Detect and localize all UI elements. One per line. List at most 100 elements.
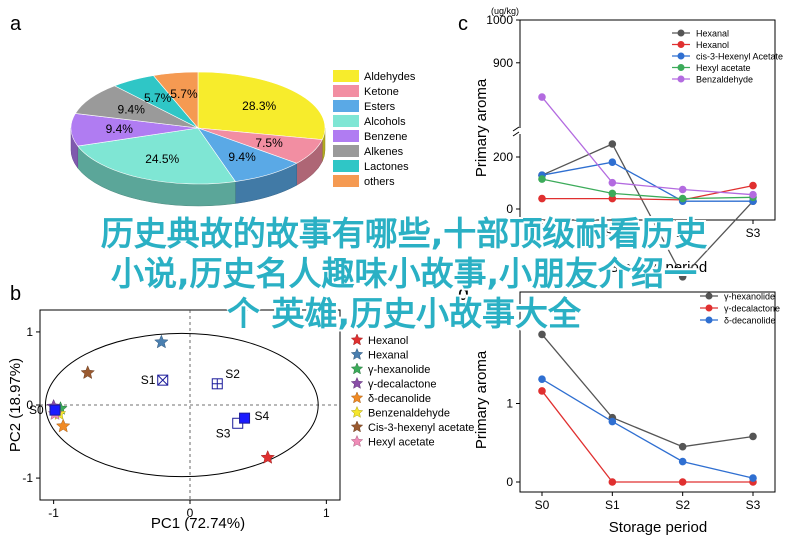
compound-point — [154, 334, 169, 349]
line-chart-d: Primary aroma Storage period S0 S1 S2 S3 0 1 γ… — [473, 291, 780, 536]
y-tick-label: 0 — [506, 202, 513, 216]
x-tick-label: S1 — [605, 498, 620, 512]
legend-swatch — [333, 130, 359, 142]
legend-swatch — [333, 70, 359, 82]
series-point — [608, 140, 617, 148]
legend-label: Benzaldehyde — [696, 75, 753, 85]
line-chart-c: (ug/kg) Primary aroma Storage period S0 S… — [473, 6, 783, 281]
legend-label: Alkenes — [364, 146, 404, 158]
x-tick-label: S2 — [675, 226, 690, 240]
series-point — [538, 387, 546, 395]
x-tick-label: S0 — [535, 498, 550, 512]
pca-x-tick-label: -1 — [48, 506, 59, 520]
y-tick-label: 0 — [506, 475, 513, 489]
legend-swatch — [333, 145, 359, 157]
pie-slice-label: 24.5% — [145, 152, 179, 166]
panel-letter-d: d — [458, 283, 469, 305]
series-point — [678, 194, 687, 203]
overlay-title-line-2: 小说,历史名人趣味小故事,小朋友介绍一 — [110, 254, 698, 293]
pca-y-tick-label: 1 — [26, 325, 33, 339]
legend-star — [350, 405, 364, 418]
legend-swatch — [333, 100, 359, 112]
sample-point — [49, 404, 61, 416]
axis-break-mark — [512, 126, 520, 137]
pca-legend: Hexanol Hexanal γ-hexanolide γ-decalactone δ… — [350, 333, 474, 449]
legend-label: Aldehydes — [364, 71, 416, 83]
pie-legend: Aldehydes Ketone Esters Alcohols Benzene Alke… — [333, 70, 416, 188]
legend-label: Esters — [364, 101, 396, 113]
x-tick-label: S3 — [746, 226, 761, 240]
pie-slice-others — [152, 71, 199, 129]
legend-marker — [705, 316, 713, 324]
series-point — [538, 330, 546, 339]
y-tick-label: 1000 — [486, 13, 513, 27]
pie-slice-label: 9.4% — [228, 150, 256, 164]
sample-marker-cross — [157, 374, 169, 386]
sample-label: S4 — [255, 409, 270, 423]
chart-c-y-axis-label: Primary aroma — [473, 78, 490, 177]
legend-label: Hexyl acetate — [696, 63, 751, 73]
confidence-ellipse — [44, 332, 319, 478]
series-point — [538, 375, 546, 383]
series-line — [541, 390, 753, 483]
y-tick-label: 200 — [493, 150, 513, 164]
legend-star — [350, 420, 364, 433]
legend-star — [350, 434, 364, 447]
series-point — [678, 478, 687, 486]
legend-label: Ketone — [364, 86, 399, 98]
chart-d-y-axis-label: Primary aroma — [473, 350, 490, 449]
series-point — [608, 158, 617, 166]
legend-label: δ-decanolide — [368, 393, 431, 405]
series-point — [678, 273, 687, 281]
series-point — [538, 93, 546, 101]
sample-label: S3 — [216, 426, 231, 440]
legend-marker — [677, 52, 685, 60]
y-tick-label: 900 — [493, 56, 513, 70]
legend-swatch — [333, 85, 359, 97]
pie-slice-alcohols — [77, 127, 236, 185]
pca-y-tick-label: 0 — [26, 398, 33, 412]
sample-point — [157, 374, 169, 386]
series-point — [608, 417, 617, 426]
legend-star — [350, 391, 364, 404]
pca-chart-b: PC1 (72.74%) PC2 (18.97%) -1 0 1 -1 0 1 S0 S1 S2… — [7, 309, 341, 532]
legend-label: others — [364, 176, 395, 188]
pca-y-axis-label: PC2 (18.97%) — [7, 358, 24, 452]
series-point — [678, 457, 687, 466]
legend-label: Benzenaldehyde — [368, 408, 450, 420]
chart-d-frame — [519, 291, 776, 493]
compound-point — [55, 418, 71, 433]
legend-label: γ-decalactone — [368, 379, 437, 391]
legend-label: Hexyl acetate — [368, 437, 435, 449]
pca-x-axis-label: PC1 (72.74%) — [151, 515, 245, 532]
legend-label: Alcohols — [364, 116, 406, 128]
legend-marker — [677, 64, 685, 71]
legend-marker — [677, 75, 685, 83]
legend-marker — [677, 41, 685, 48]
series-point — [678, 185, 687, 194]
legend-label: Hexanal — [368, 350, 408, 362]
series-point — [608, 178, 617, 187]
chart-c-unit: (ug/kg) — [491, 6, 519, 16]
legend-label: Hexanol — [368, 335, 408, 347]
panel-letter-b: b — [10, 283, 21, 305]
pie-slice-label: 9.4% — [106, 122, 134, 136]
legend-swatch — [333, 115, 359, 127]
series-point — [749, 181, 757, 190]
series-point — [538, 194, 546, 203]
chart-d-x-axis-label: Storage period — [609, 519, 707, 536]
legend-marker — [677, 29, 685, 37]
series-line — [541, 143, 754, 278]
legend-label: γ-decalactone — [724, 304, 780, 314]
series-point — [538, 175, 546, 183]
x-tick-label: S0 — [535, 226, 550, 240]
legend-label: cis-3-Hexenyl Acetate — [696, 52, 783, 62]
x-tick-label: S1 — [605, 226, 620, 240]
legend-star — [350, 376, 364, 389]
legend-label: Cis-3-hexenyl acetate — [368, 422, 474, 434]
series-point — [749, 474, 757, 482]
legend-label: Hexanol — [696, 40, 729, 50]
series-line — [541, 178, 754, 200]
chart-c-frame — [519, 19, 776, 221]
pca-x-tick-label: 0 — [187, 506, 194, 520]
